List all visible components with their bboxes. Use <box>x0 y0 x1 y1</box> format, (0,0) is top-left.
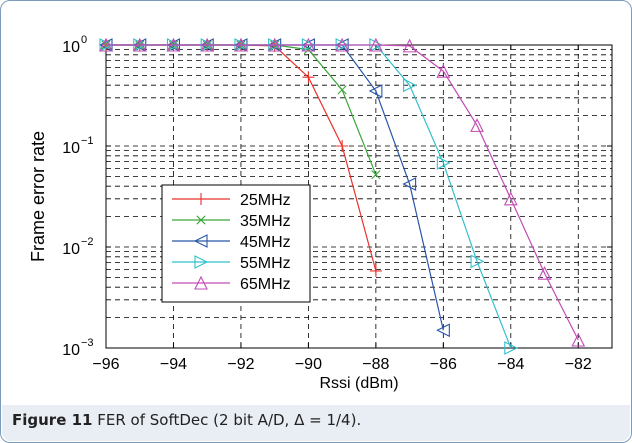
data-point-marker <box>337 85 347 95</box>
data-point-marker <box>368 84 383 98</box>
data-point-marker <box>99 38 114 52</box>
data-point-marker <box>402 177 417 191</box>
data-point-marker <box>403 78 417 93</box>
legend-label: 35MHz <box>240 213 291 230</box>
y-tick-label: 10 <box>62 342 80 359</box>
data-point-marker <box>166 37 181 52</box>
legend-label: 65MHz <box>240 276 291 293</box>
y-tick-exponent: −3 <box>81 337 94 349</box>
data-point-marker <box>193 234 208 248</box>
data-point-marker <box>436 323 450 338</box>
data-point-marker <box>371 170 381 180</box>
data-point-marker <box>537 265 552 280</box>
x-tick-label: −96 <box>92 356 119 373</box>
series-line <box>106 44 579 341</box>
legend-entry: 65MHz <box>172 275 291 293</box>
y-tick-label: 10 <box>62 241 80 258</box>
data-point-marker <box>301 37 316 52</box>
data-point-marker <box>470 254 485 269</box>
data-point-marker <box>234 37 248 52</box>
caption-band <box>2 405 630 441</box>
data-point-marker <box>194 275 208 290</box>
x-tick-label: −84 <box>497 356 524 373</box>
data-point-marker <box>470 118 484 132</box>
data-point-marker <box>132 37 147 52</box>
legend-label: 25MHz <box>240 192 291 209</box>
legend-entry: 35MHz <box>172 213 291 230</box>
legend: 25MHz 35MHz 45MHz 55MHz 65MHz <box>161 184 311 303</box>
legend-label: 55MHz <box>240 255 291 272</box>
data-point-marker <box>436 63 451 78</box>
x-tick-label: −86 <box>430 356 457 373</box>
data-point-marker <box>99 37 113 52</box>
legend-entry: 45MHz <box>172 234 291 251</box>
data-point-marker <box>436 156 451 170</box>
figure-caption: Figure 11 FER of SoftDec (2 bit A/D, Δ =… <box>12 411 361 429</box>
y-axis-label: Frame error rate <box>28 131 48 262</box>
data-point-marker <box>368 37 383 52</box>
data-point-marker <box>503 191 518 206</box>
data-point-marker <box>402 38 417 53</box>
legend-entry: 25MHz <box>172 192 291 209</box>
x-tick-label: −88 <box>362 356 389 373</box>
y-tick-label: 10 <box>62 39 80 56</box>
data-point-marker <box>267 37 282 52</box>
x-tick-label: −82 <box>565 356 592 373</box>
y-tick-exponent: −2 <box>81 236 94 248</box>
figure-caption-text: FER of SoftDec (2 bit A/D, Δ = 1/4). <box>97 411 362 429</box>
data-point-marker <box>369 264 382 277</box>
x-tick-label: −90 <box>295 356 322 373</box>
x-axis-label: Rssi (dBm) <box>319 375 398 392</box>
data-point-marker <box>504 341 519 355</box>
data-point-marker <box>200 37 215 52</box>
series-65MHz <box>99 37 586 347</box>
data-point-marker <box>194 255 209 269</box>
x-tick-label: −94 <box>160 356 187 373</box>
y-tick-exponent: −1 <box>81 135 94 147</box>
legend-entry: 55MHz <box>172 255 291 272</box>
data-point-marker <box>302 71 315 84</box>
data-point-marker <box>571 332 586 347</box>
figure-caption-label: Figure 11 <box>12 411 93 429</box>
y-tick-label: 10 <box>62 140 80 157</box>
data-point-marker <box>336 140 349 152</box>
legend-label: 45MHz <box>240 234 291 251</box>
data-point-marker <box>335 37 350 52</box>
data-point-marker <box>195 193 207 205</box>
y-tick-exponent: 0 <box>81 34 87 46</box>
x-tick-label: −92 <box>227 356 254 373</box>
data-point-marker <box>196 215 206 225</box>
